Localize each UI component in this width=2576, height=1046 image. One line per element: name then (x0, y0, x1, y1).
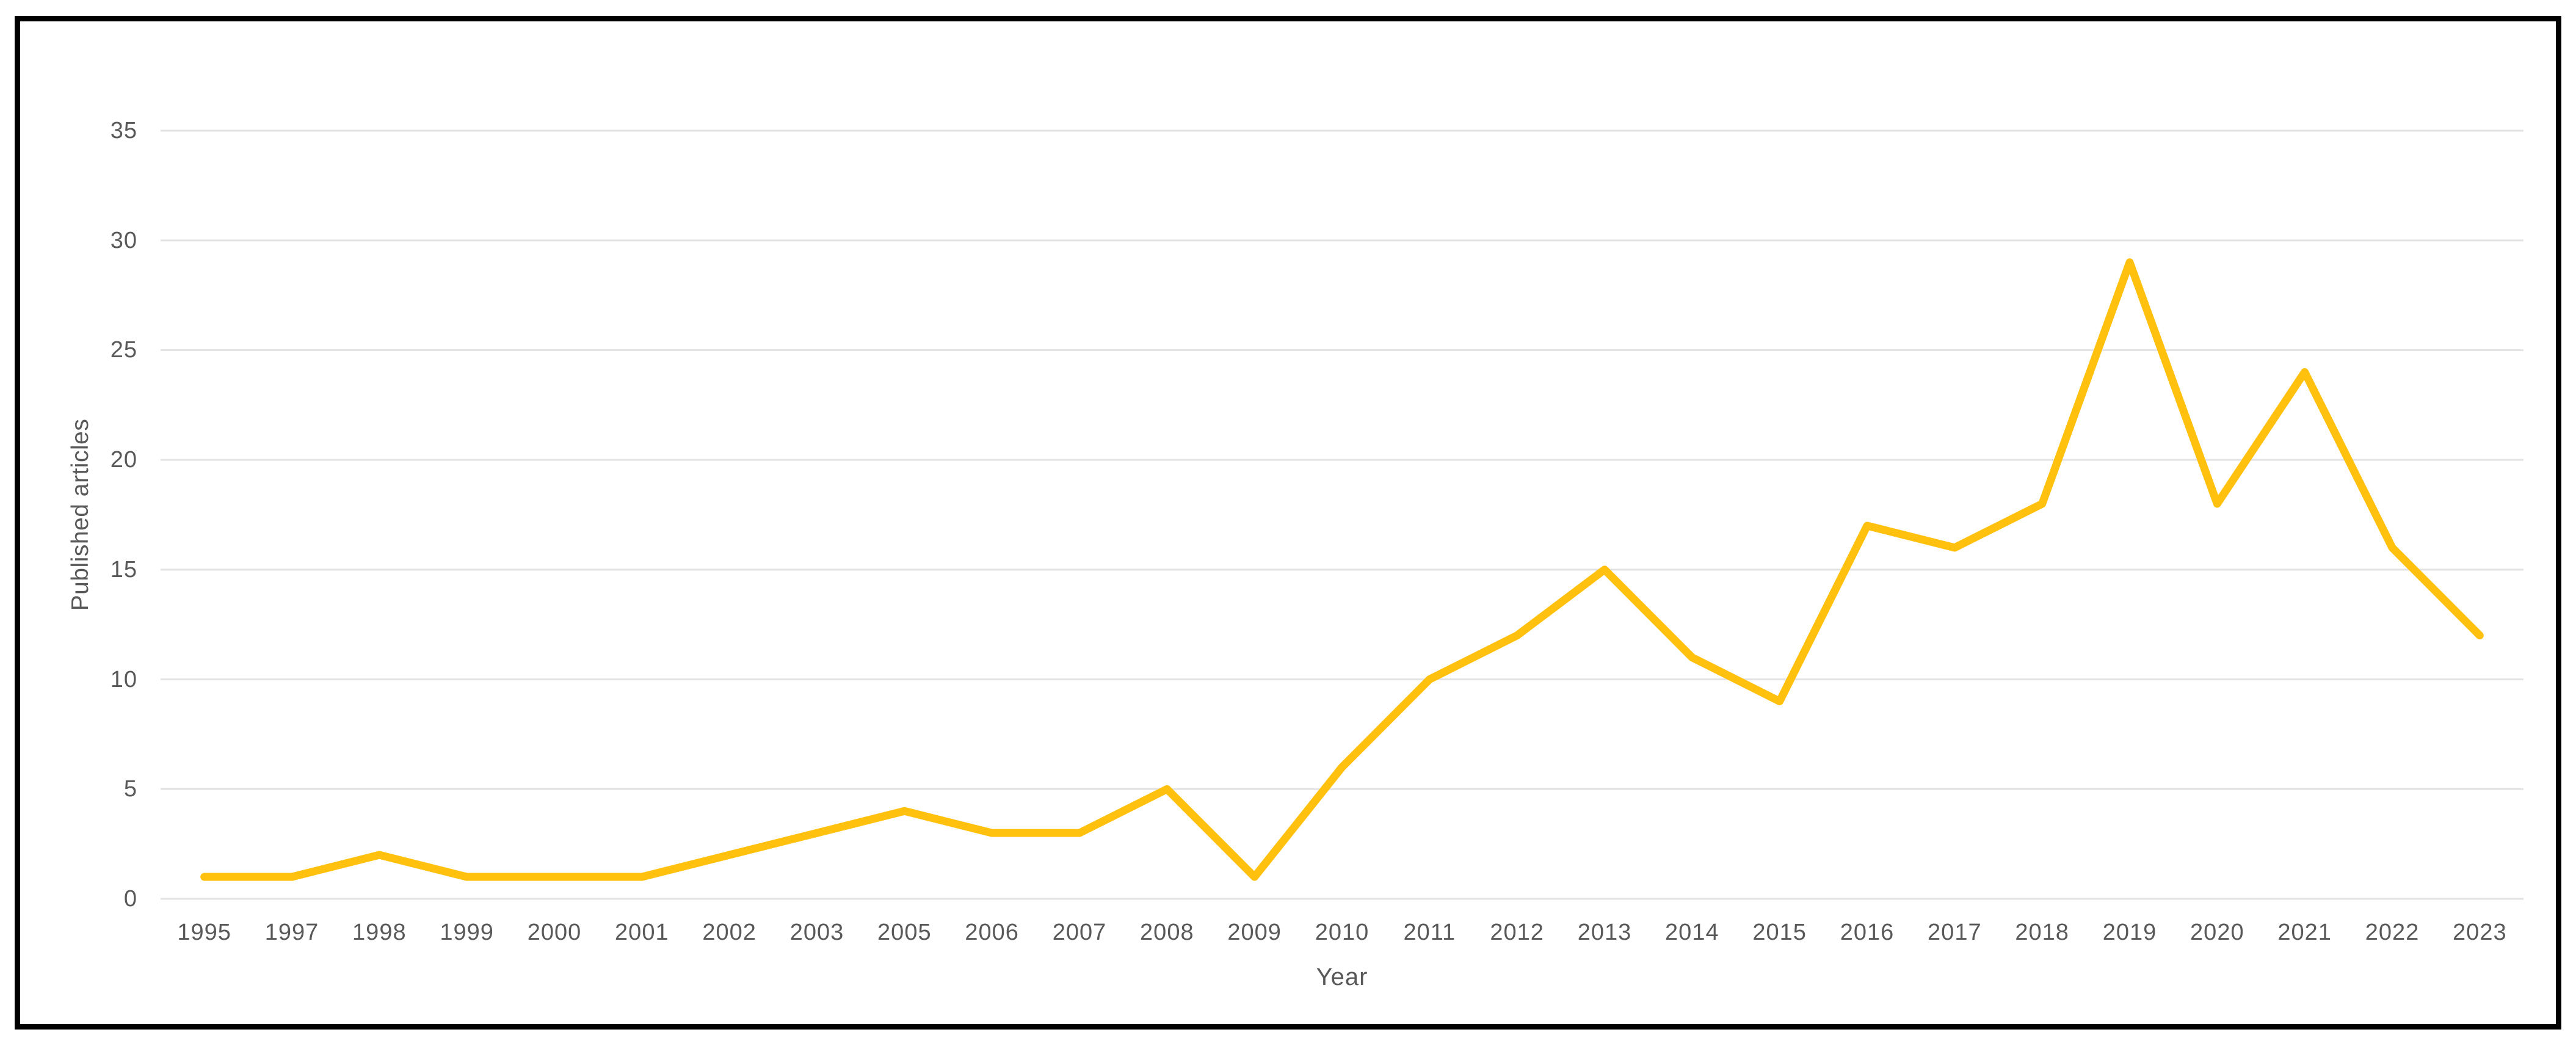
x-tick-label-2020: 2020 (2190, 920, 2244, 945)
y-tick-label-10: 10 (110, 666, 137, 692)
x-tick-label-2015: 2015 (1752, 920, 1807, 945)
x-tick-label-1999: 1999 (440, 920, 494, 945)
x-tick-label-2001: 2001 (615, 920, 669, 945)
x-tick-label-2018: 2018 (2015, 920, 2069, 945)
x-tick-label-2003: 2003 (789, 920, 844, 945)
x-tick-label-1995: 1995 (177, 920, 231, 945)
x-tick-label-2009: 2009 (1227, 920, 1282, 945)
trend-line (200, 258, 2484, 881)
x-tick-label-2008: 2008 (1140, 920, 1194, 945)
x-tick-label-2017: 2017 (1928, 920, 1982, 945)
x-tick-label-2002: 2002 (702, 920, 756, 945)
x-tick-label-2016: 2016 (1840, 920, 1895, 945)
x-axis-title: Year (1316, 964, 1368, 990)
y-tick-label-0: 0 (123, 886, 137, 912)
x-tick-label-2000: 2000 (527, 920, 582, 945)
x-tick-label-2014: 2014 (1665, 920, 1719, 945)
x-tick-label-2013: 2013 (1577, 920, 1632, 945)
x-tick-label-2010: 2010 (1315, 920, 1370, 945)
x-tick-label-2006: 2006 (965, 920, 1019, 945)
plot-area (161, 129, 2523, 900)
x-tick-label-1997: 1997 (264, 920, 319, 945)
y-tick-label-20: 20 (110, 447, 137, 473)
x-tick-label-1998: 1998 (352, 920, 407, 945)
x-tick-label-2005: 2005 (877, 920, 932, 945)
x-tick-label-2021: 2021 (2277, 920, 2332, 945)
y-tick-label-5: 5 (123, 776, 137, 802)
x-tick-label-2023: 2023 (2453, 920, 2507, 945)
y-tick-label-15: 15 (110, 556, 137, 583)
chart-frame: Published articles 0 5 10 15 20 25 30 35 1995 19… (15, 16, 2561, 1030)
y-tick-label-35: 35 (110, 118, 137, 143)
x-tick-label-2011: 2011 (1403, 920, 1456, 945)
line-chart (161, 129, 2523, 900)
y-tick-label-30: 30 (110, 227, 137, 253)
x-tick-label-2022: 2022 (2365, 920, 2420, 945)
x-tick-label-2019: 2019 (2102, 920, 2157, 945)
y-tick-label-25: 25 (110, 337, 137, 363)
x-tick-label-2007: 2007 (1052, 920, 1107, 945)
x-tick-label-2012: 2012 (1490, 920, 1544, 945)
